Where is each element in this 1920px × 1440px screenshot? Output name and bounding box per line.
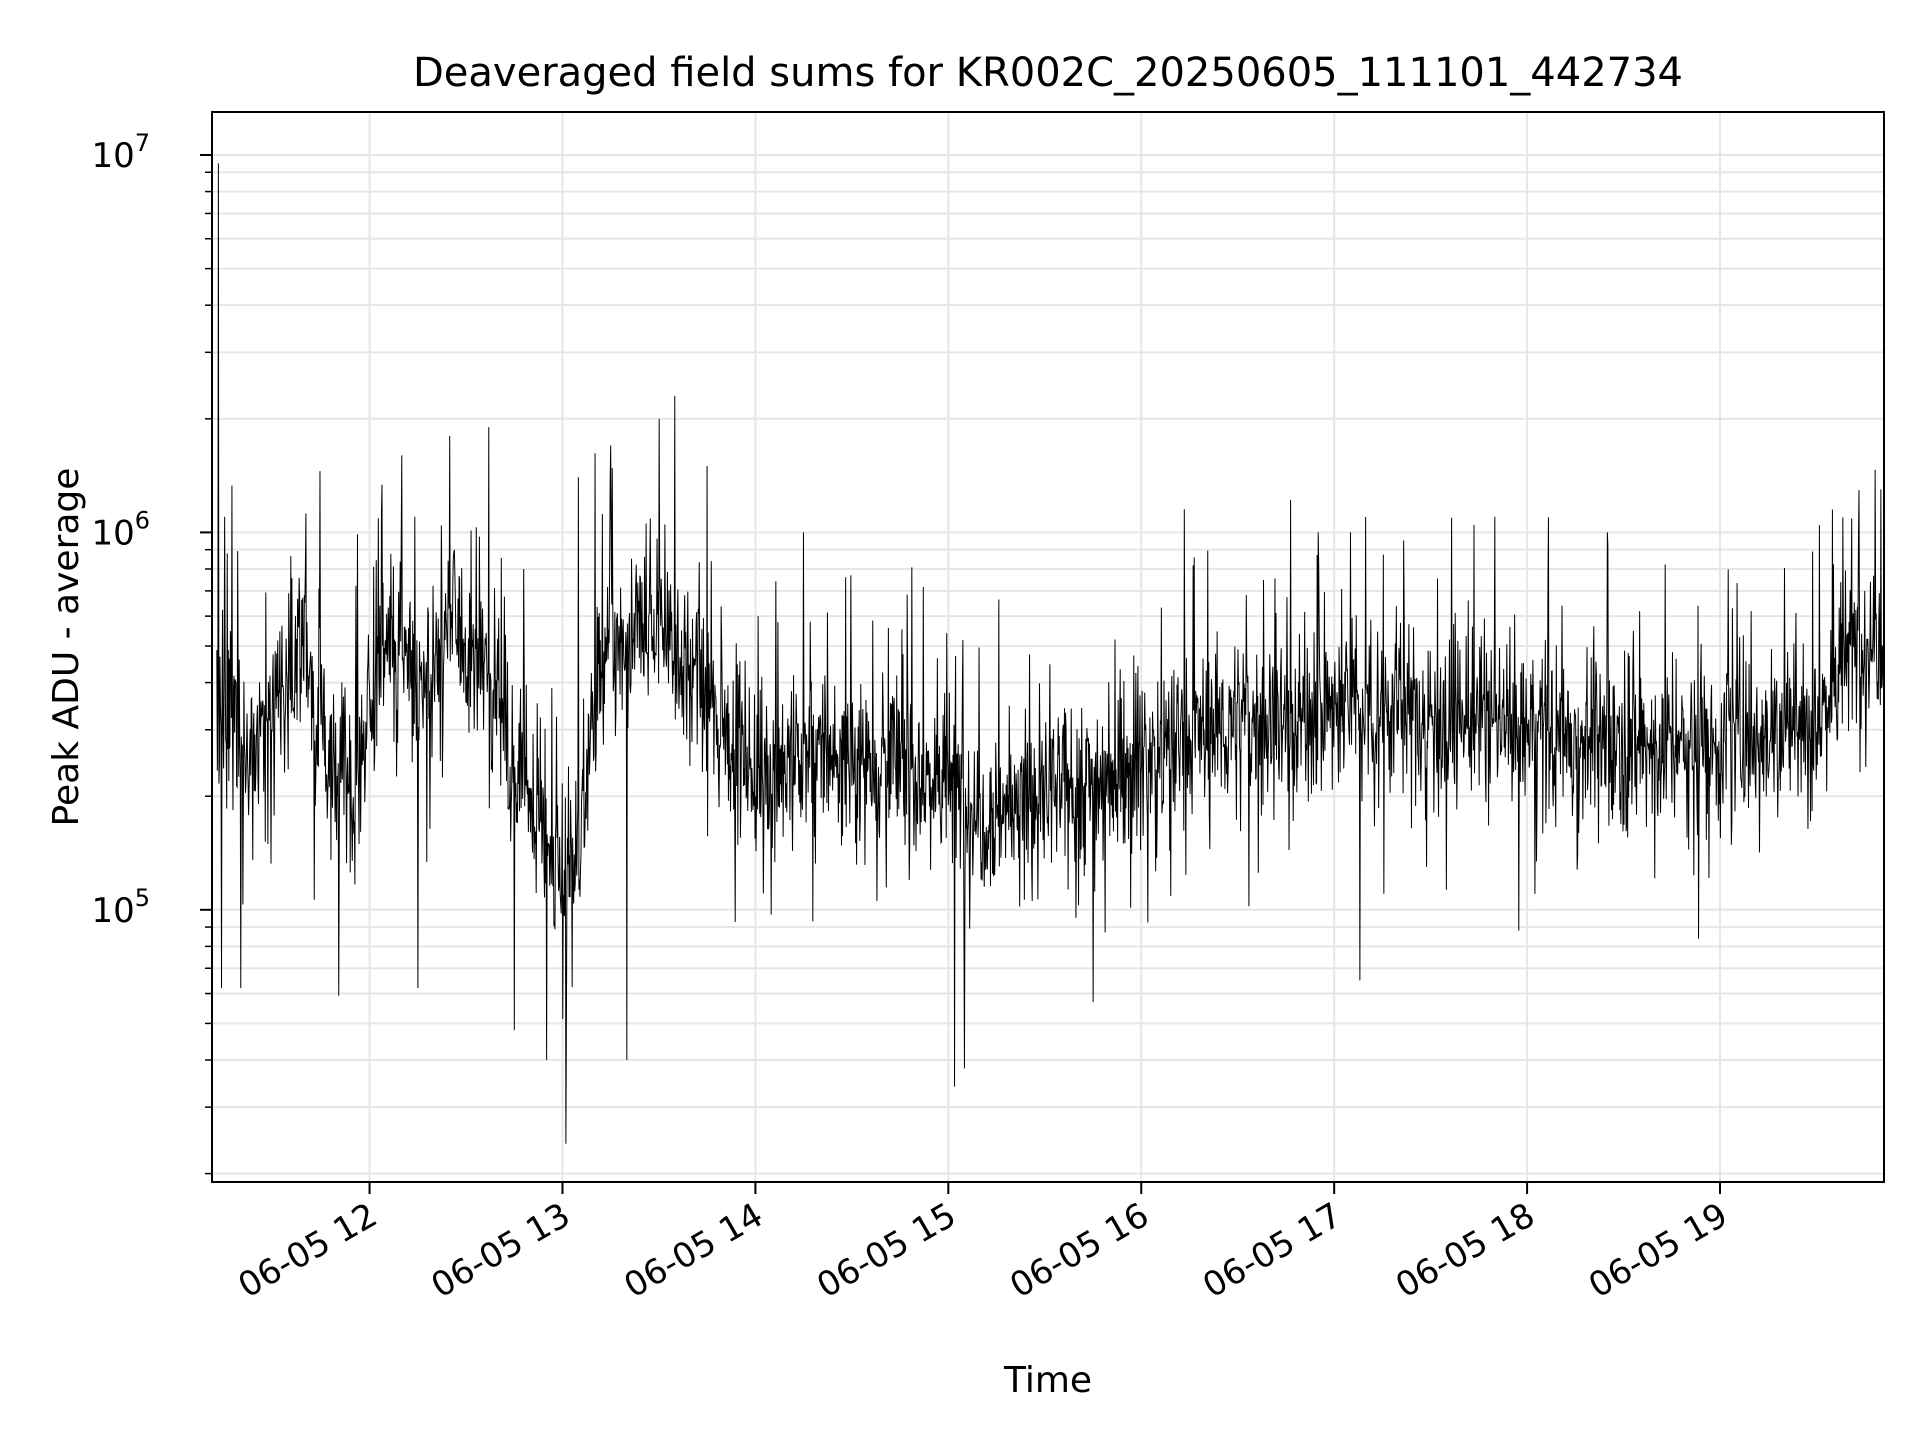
plot-area [216, 163, 1884, 1144]
y-tick-label: 107 [91, 129, 150, 176]
series-line [216, 163, 1884, 1144]
grid [212, 112, 1884, 1182]
x-axis-label: Time [1003, 1360, 1092, 1401]
chart-title: Deaveraged field sums for KR002C_2025060… [413, 50, 1683, 96]
y-tick-label: 105 [91, 884, 150, 931]
y-tick-label: 106 [91, 506, 150, 553]
y-axis-label: Peak ADU - average [46, 468, 87, 827]
plot-frame [211, 111, 1885, 1183]
y-axis: 105 106 107 [91, 129, 212, 1175]
